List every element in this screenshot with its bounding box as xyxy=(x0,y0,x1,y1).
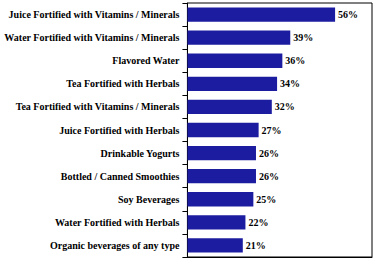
svg-text:56%: 56% xyxy=(338,9,358,20)
svg-text:34%: 34% xyxy=(280,78,300,89)
svg-text:Bottled / Canned Smoothies: Bottled / Canned Smoothies xyxy=(61,171,180,182)
svg-text:Juice Fortified with Vitamins: Juice Fortified with Vitamins / Minerals xyxy=(9,9,180,20)
svg-text:Organic beverages of any type: Organic beverages of any type xyxy=(50,240,180,251)
svg-text:32%: 32% xyxy=(275,101,295,112)
svg-text:Soy Beverages: Soy Beverages xyxy=(118,194,179,205)
svg-text:Tea Fortified with Vitamins /: Tea Fortified with Vitamins / Minerals xyxy=(16,101,180,112)
svg-text:Tea Fortified with Herbals: Tea Fortified with Herbals xyxy=(66,78,179,89)
svg-text:26%: 26% xyxy=(259,148,279,159)
svg-text:26%: 26% xyxy=(259,171,279,182)
svg-text:36%: 36% xyxy=(285,55,305,66)
svg-text:Drinkable Yogurts: Drinkable Yogurts xyxy=(101,148,180,159)
svg-text:Water Fortified with Herbals: Water Fortified with Herbals xyxy=(55,217,180,228)
svg-text:Flavored Water: Flavored Water xyxy=(112,55,180,66)
svg-text:27%: 27% xyxy=(262,125,282,136)
svg-text:25%: 25% xyxy=(256,194,276,205)
svg-text:21%: 21% xyxy=(246,240,266,251)
svg-text:39%: 39% xyxy=(293,32,313,43)
svg-text:Juice Fortified with Herbals: Juice Fortified with Herbals xyxy=(59,125,179,136)
svg-text:22%: 22% xyxy=(248,217,268,228)
svg-text:Water Fortified with Vitamins: Water Fortified with Vitamins / Minerals xyxy=(4,32,179,43)
